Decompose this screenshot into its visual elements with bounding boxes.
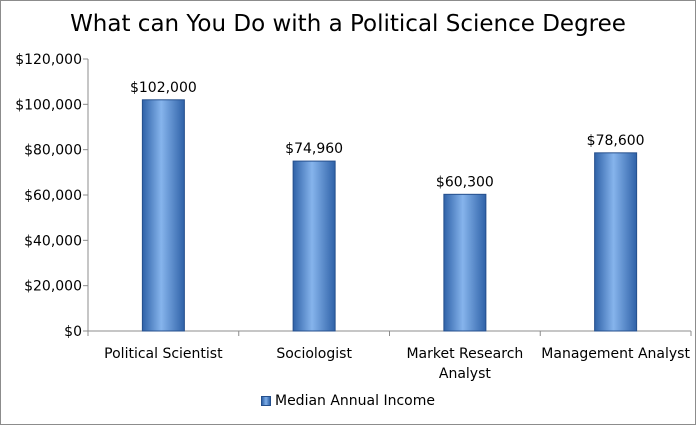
data-label: $60,300 [436,174,494,190]
bars [141,99,638,332]
labels: $102,000 Political Scientist $74,960 Sociol… [104,80,690,382]
data-label: $78,600 [587,133,645,149]
x-tick-label: Market Research [406,346,523,362]
x-tick-label: Management Analyst [541,346,690,362]
bar [292,160,336,332]
y-tick-label: $120,000 [15,52,82,68]
x-tick-label: Analyst [439,366,491,382]
legend: Median Annual Income [1,393,695,409]
y-tick-label: $100,000 [15,97,82,113]
y-tick-label: $20,000 [24,279,82,295]
x-tick-label: Sociologist [276,346,352,362]
y-tick-label: $60,000 [24,188,82,204]
data-label: $102,000 [130,80,197,96]
bar [141,99,185,332]
data-label: $74,960 [285,141,343,157]
axes: $0 $20,000 $40,000 $60,000 $80,000 $100,000 $1… [15,52,692,340]
y-tick-label: $80,000 [24,143,82,159]
bar [594,152,638,332]
chart-title: What can You Do with a Political Science… [70,11,626,37]
y-tick-label: $40,000 [24,233,82,249]
x-tick-label: Political Scientist [104,346,223,362]
legend-label: Median Annual Income [274,393,435,409]
y-tick-label: $0 [64,324,82,340]
legend-swatch [260,396,271,406]
bar [443,193,487,332]
